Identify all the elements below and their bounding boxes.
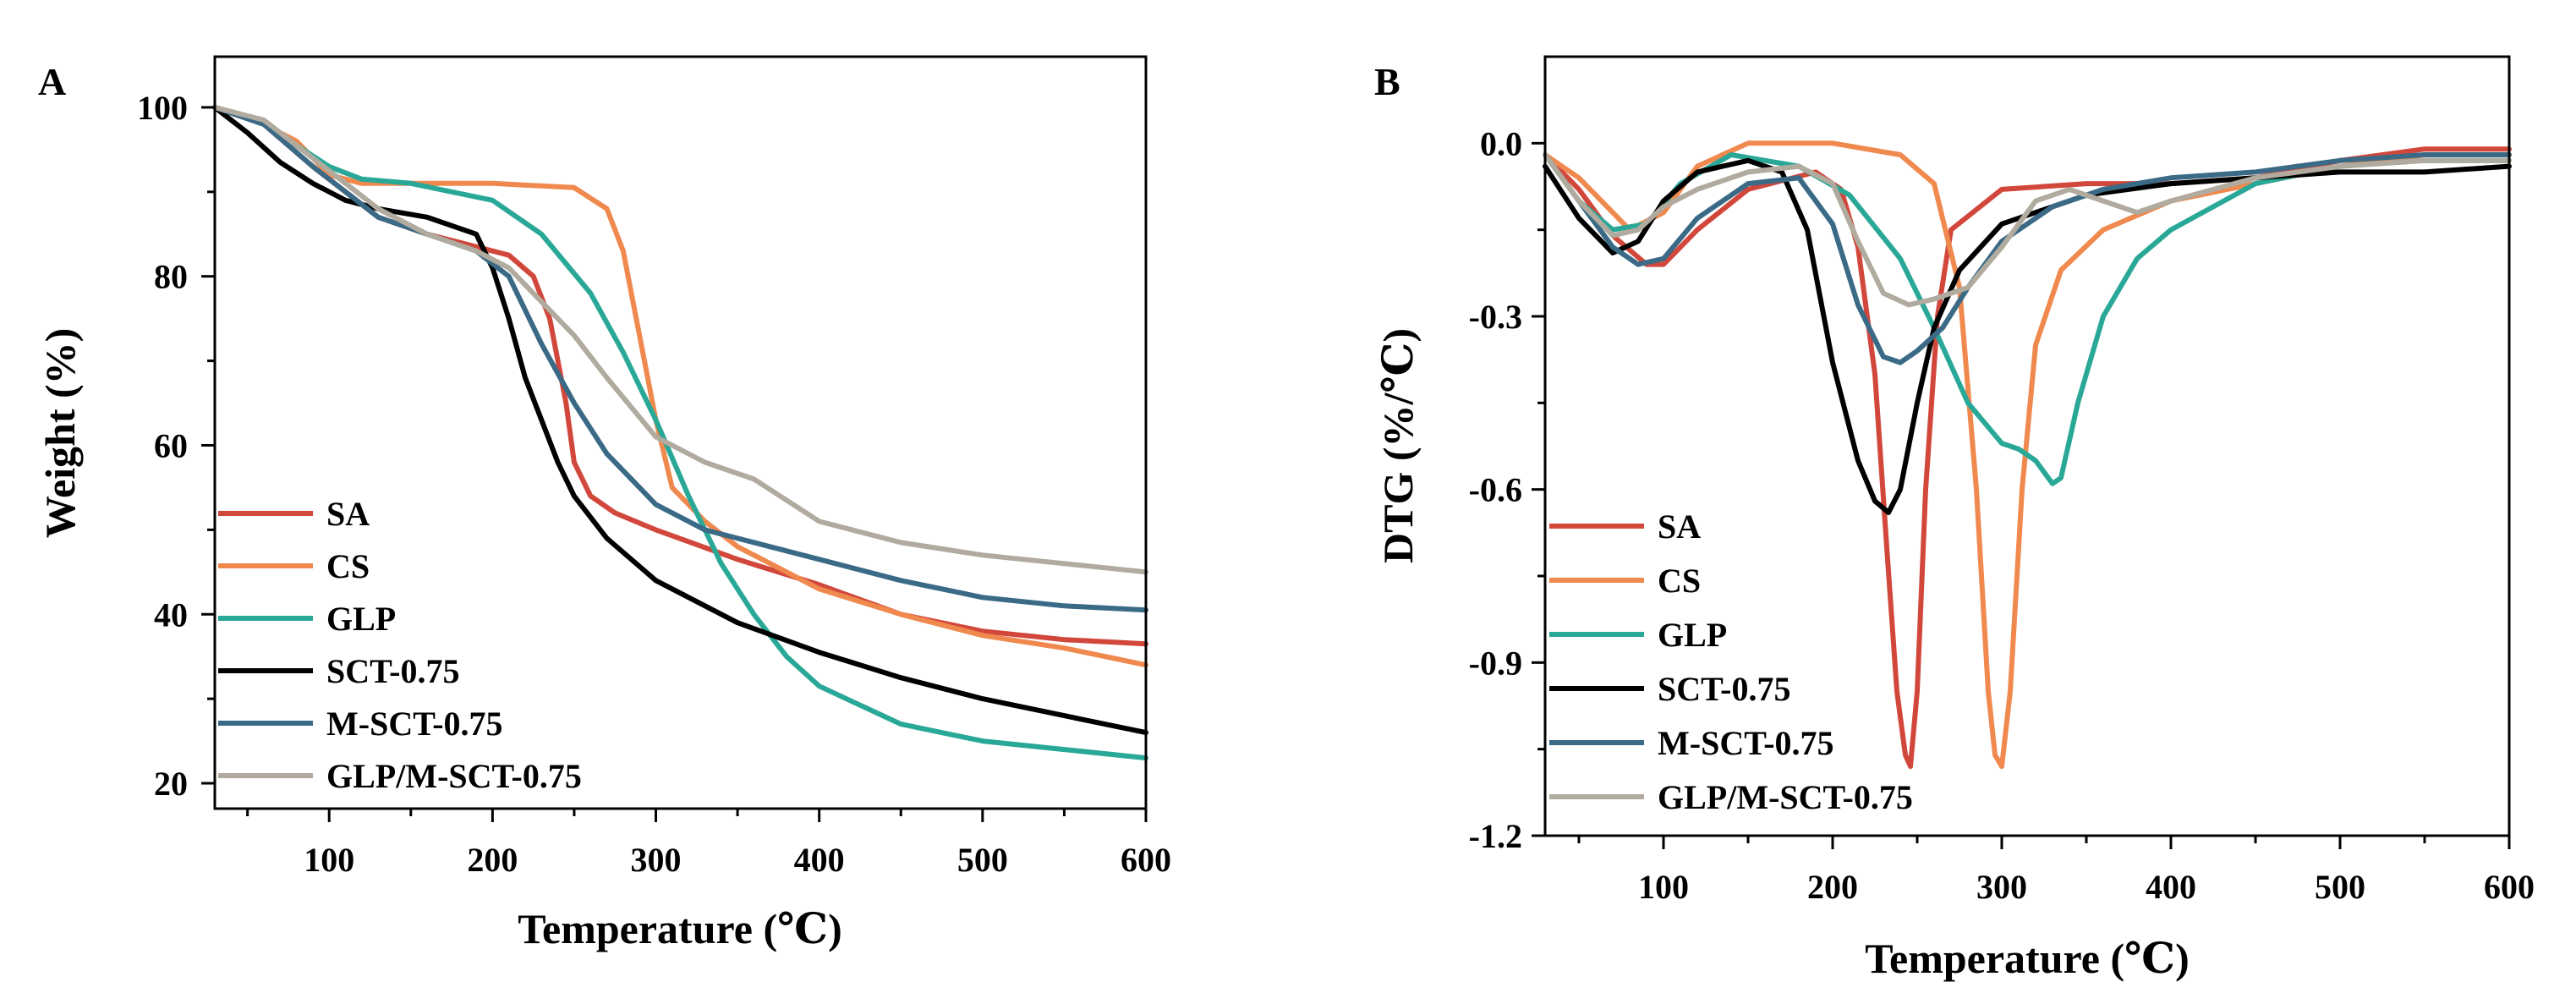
panel-b-x-tick-label: 300 bbox=[1976, 868, 2027, 906]
panel-b-x-tick-label: 500 bbox=[2315, 868, 2365, 906]
panel-a-legend-label-glp: GLP bbox=[326, 600, 396, 638]
panel-a-legend-label-glp-m-sct-0-75: GLP/M-SCT-0.75 bbox=[326, 757, 582, 795]
panel-b-legend-label-cs: CS bbox=[1658, 562, 1701, 600]
panel-a-legend-label-m-sct-0-75: M-SCT-0.75 bbox=[326, 705, 503, 743]
panel-b: B 100 200 300 400 500 6000.0-0.3-0.6-0.9-1.2 … bbox=[1374, 55, 2535, 982]
panel-a-legend: SA CS GLP SCT-0.75 M-SCT-0.75 GLP/M-SCT-0.75 bbox=[218, 495, 582, 795]
panel-a-plot-frame bbox=[213, 55, 1148, 810]
panel-a-x-axis-title: Temperature (℃) bbox=[518, 905, 841, 952]
panel-a-y-tick-label: 100 bbox=[137, 89, 188, 127]
panel-b-label: B bbox=[1374, 60, 1400, 103]
panel-b-legend-label-glp-m-sct-0-75: GLP/M-SCT-0.75 bbox=[1658, 778, 1913, 816]
panel-a-series-line-glp-m-sct-0-75 bbox=[212, 104, 1148, 575]
panel-b-legend-label-sa: SA bbox=[1658, 507, 1701, 546]
panel-b-x-tick-label: 600 bbox=[2484, 868, 2535, 906]
panel-a-x-tick-label: 400 bbox=[794, 841, 845, 879]
panel-b-ticks: 100 200 300 400 500 600 0.0 -0.3 -0.6 -0.9 -1.2 bbox=[1469, 124, 2535, 906]
panel-b-y-tick-label: 0.0 bbox=[1480, 124, 1522, 162]
panel-a-y-tick-label: 80 bbox=[154, 258, 188, 296]
panel-b-x-tick-label: 100 bbox=[1638, 868, 1689, 906]
panel-b-legend-label-sct-0-75: SCT-0.75 bbox=[1658, 670, 1790, 708]
panel-a-y-tick-label: 20 bbox=[154, 765, 188, 803]
panel-a-x-tick-label: 200 bbox=[467, 841, 518, 879]
panel-a-legend-label-sa: SA bbox=[326, 495, 370, 533]
panel-a-legend-label-cs: CS bbox=[326, 547, 370, 585]
panel-b-series-group bbox=[1543, 140, 2512, 770]
panel-a-x-tick-label: 600 bbox=[1121, 841, 1171, 879]
panel-b-series-line-glp-m-sct-0-75 bbox=[1543, 152, 2512, 308]
panel-b-y-tick-label: -0.9 bbox=[1469, 644, 1522, 682]
panel-b-y-tick-label: -1.2 bbox=[1469, 817, 1522, 855]
panel-a-series-line-glp bbox=[212, 104, 1148, 761]
panel-a-y-tick-label: 60 bbox=[154, 426, 188, 464]
panel-b-y-axis-title: DTG (%/℃) bbox=[1374, 328, 1422, 563]
panel-a-series-line-sct-0-75 bbox=[212, 104, 1148, 736]
panel-a-x-tick-label: 300 bbox=[631, 841, 682, 879]
panel-a-ticks: 100 200 300 400 500 600 20 40 60 80 100 bbox=[137, 89, 1171, 879]
panel-b-x-tick-label: 200 bbox=[1807, 868, 1858, 906]
panel-b-plot-frame bbox=[1543, 55, 2511, 837]
panel-a-x-tick-label: 500 bbox=[957, 841, 1008, 879]
panel-b-x-axis-title: Temperature (℃) bbox=[1865, 935, 2189, 982]
panel-a-x-tick-label: 100 bbox=[304, 841, 354, 879]
panel-a-series-line-m-sct-0-75 bbox=[212, 104, 1148, 613]
panel-b-series-line-m-sct-0-75 bbox=[1543, 152, 2512, 365]
panel-b-legend-label-m-sct-0-75: M-SCT-0.75 bbox=[1658, 724, 1834, 762]
panel-b-x-tick-label: 400 bbox=[2146, 868, 2196, 906]
panel-a-y-axis-title: Weight (%) bbox=[36, 328, 84, 539]
panel-b-legend: SA CS GLP SCT-0.75 M-SCT-0.75 GLP/M-SCT-0.75 bbox=[1549, 507, 1913, 816]
panel-a-label: A bbox=[38, 60, 66, 103]
panel-a-y-tick-label: 40 bbox=[154, 595, 188, 634]
panel-a-legend-label-sct-0-75: SCT-0.75 bbox=[326, 652, 459, 690]
panel-b-legend-label-glp: GLP bbox=[1658, 616, 1727, 654]
panel-a-series-group bbox=[212, 104, 1148, 761]
panel-b-y-tick-label: -0.6 bbox=[1469, 471, 1522, 509]
panel-b-y-tick-label: -0.3 bbox=[1469, 298, 1522, 336]
